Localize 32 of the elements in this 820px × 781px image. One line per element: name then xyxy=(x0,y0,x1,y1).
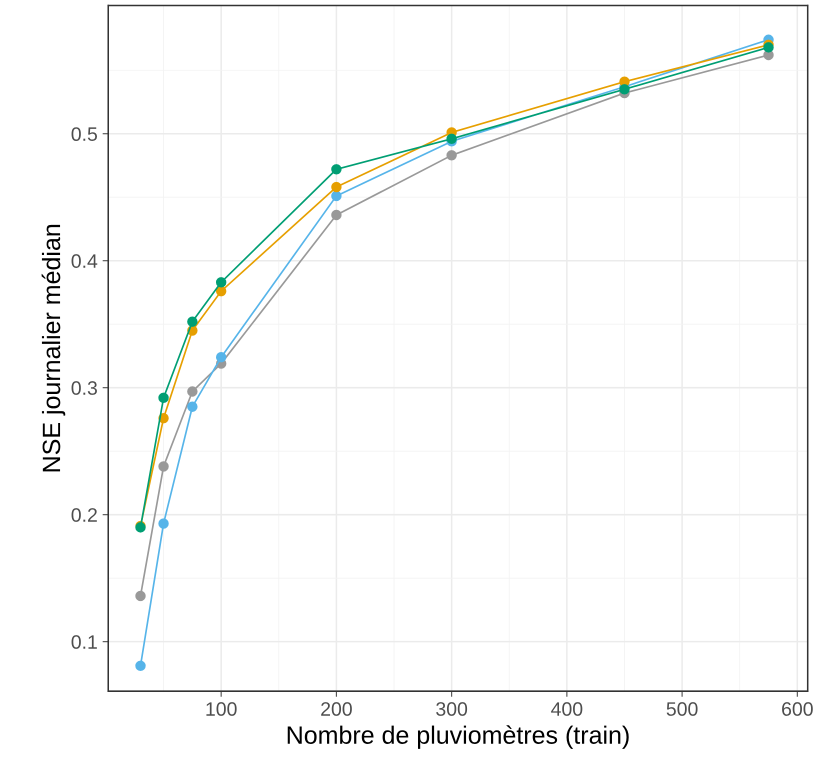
point xyxy=(331,210,342,220)
point xyxy=(158,518,169,529)
point xyxy=(187,402,198,412)
x-tick-label: 500 xyxy=(666,702,698,716)
x-tick-label: 600 xyxy=(782,702,813,716)
x-tick-label: 400 xyxy=(551,702,582,716)
x-axis-title: Nombre de pluviomètres (train) xyxy=(288,725,629,749)
point xyxy=(446,150,457,161)
y-tick-label: 0.1 xyxy=(72,635,97,649)
point xyxy=(135,590,146,602)
point xyxy=(135,660,146,671)
point xyxy=(187,386,198,397)
point xyxy=(187,316,198,327)
point xyxy=(331,190,342,202)
point xyxy=(331,164,342,174)
point xyxy=(446,134,457,144)
x-tick-label: 300 xyxy=(436,702,468,716)
y-tick-label: 0.3 xyxy=(72,381,97,395)
point xyxy=(619,84,630,94)
point xyxy=(216,352,226,362)
y-tick-label: 0.2 xyxy=(72,508,97,522)
point xyxy=(216,286,226,296)
point xyxy=(158,461,169,472)
point xyxy=(216,277,226,288)
point xyxy=(331,182,342,192)
y-tick-label: 0.4 xyxy=(72,254,98,268)
x-tick-label: 100 xyxy=(206,702,237,716)
y-tick-label: 0.5 xyxy=(72,127,98,141)
point xyxy=(763,42,774,53)
point xyxy=(158,392,169,404)
y-axis-title: NSE journalier médian xyxy=(42,224,66,472)
x-tick-label: 200 xyxy=(321,702,352,716)
